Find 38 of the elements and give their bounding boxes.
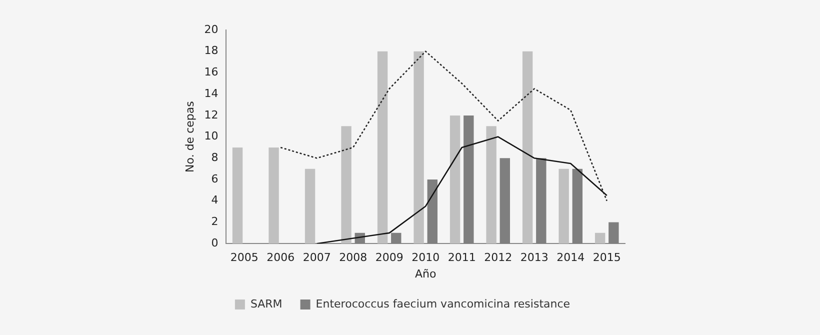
y-tick-label: 8 xyxy=(211,151,218,164)
bar xyxy=(486,126,496,244)
bar xyxy=(450,115,460,244)
bar xyxy=(232,147,243,244)
y-tick-label: 18 xyxy=(204,44,218,58)
x-tick-label: 2008 xyxy=(339,251,368,264)
bar xyxy=(414,51,424,244)
bar xyxy=(377,51,388,244)
y-tick-label: 10 xyxy=(204,130,218,143)
y-tick-label: 12 xyxy=(204,108,218,122)
y-tick-label: 4 xyxy=(211,194,218,207)
x-tick-label: 2007 xyxy=(302,251,331,264)
x-tick-label: 2009 xyxy=(375,251,404,264)
line-series xyxy=(280,50,608,202)
y-tick-label: 14 xyxy=(204,86,218,100)
x-axis-title: Año xyxy=(414,267,436,280)
legend-label: Enterococcus faecium vancomicina resistance xyxy=(316,297,570,310)
y-axis-title: No. de cepas xyxy=(183,100,196,172)
bar xyxy=(304,168,316,244)
y-tick-label: 16 xyxy=(204,66,218,79)
bar xyxy=(268,147,279,244)
bar xyxy=(522,51,533,244)
bar xyxy=(341,126,352,244)
x-tick-label: 2014 xyxy=(556,251,585,264)
y-tick-label: 6 xyxy=(211,172,218,186)
legend-label: SARM xyxy=(250,297,282,310)
bar xyxy=(594,232,606,244)
x-tick-label: 2010 xyxy=(412,251,440,264)
x-tick-label: 2005 xyxy=(230,251,258,264)
bar xyxy=(558,168,569,244)
x-tick-label: 2011 xyxy=(448,251,476,264)
x-tick-label: 2015 xyxy=(592,251,621,264)
y-tick-label: 20 xyxy=(204,22,218,36)
x-tick-label: 2012 xyxy=(484,251,512,264)
x-tick-label: 2013 xyxy=(520,251,548,264)
y-tick-label: 2 xyxy=(211,215,218,228)
x-tick-label: 2006 xyxy=(266,251,295,264)
y-tick-label: 0 xyxy=(211,236,218,250)
